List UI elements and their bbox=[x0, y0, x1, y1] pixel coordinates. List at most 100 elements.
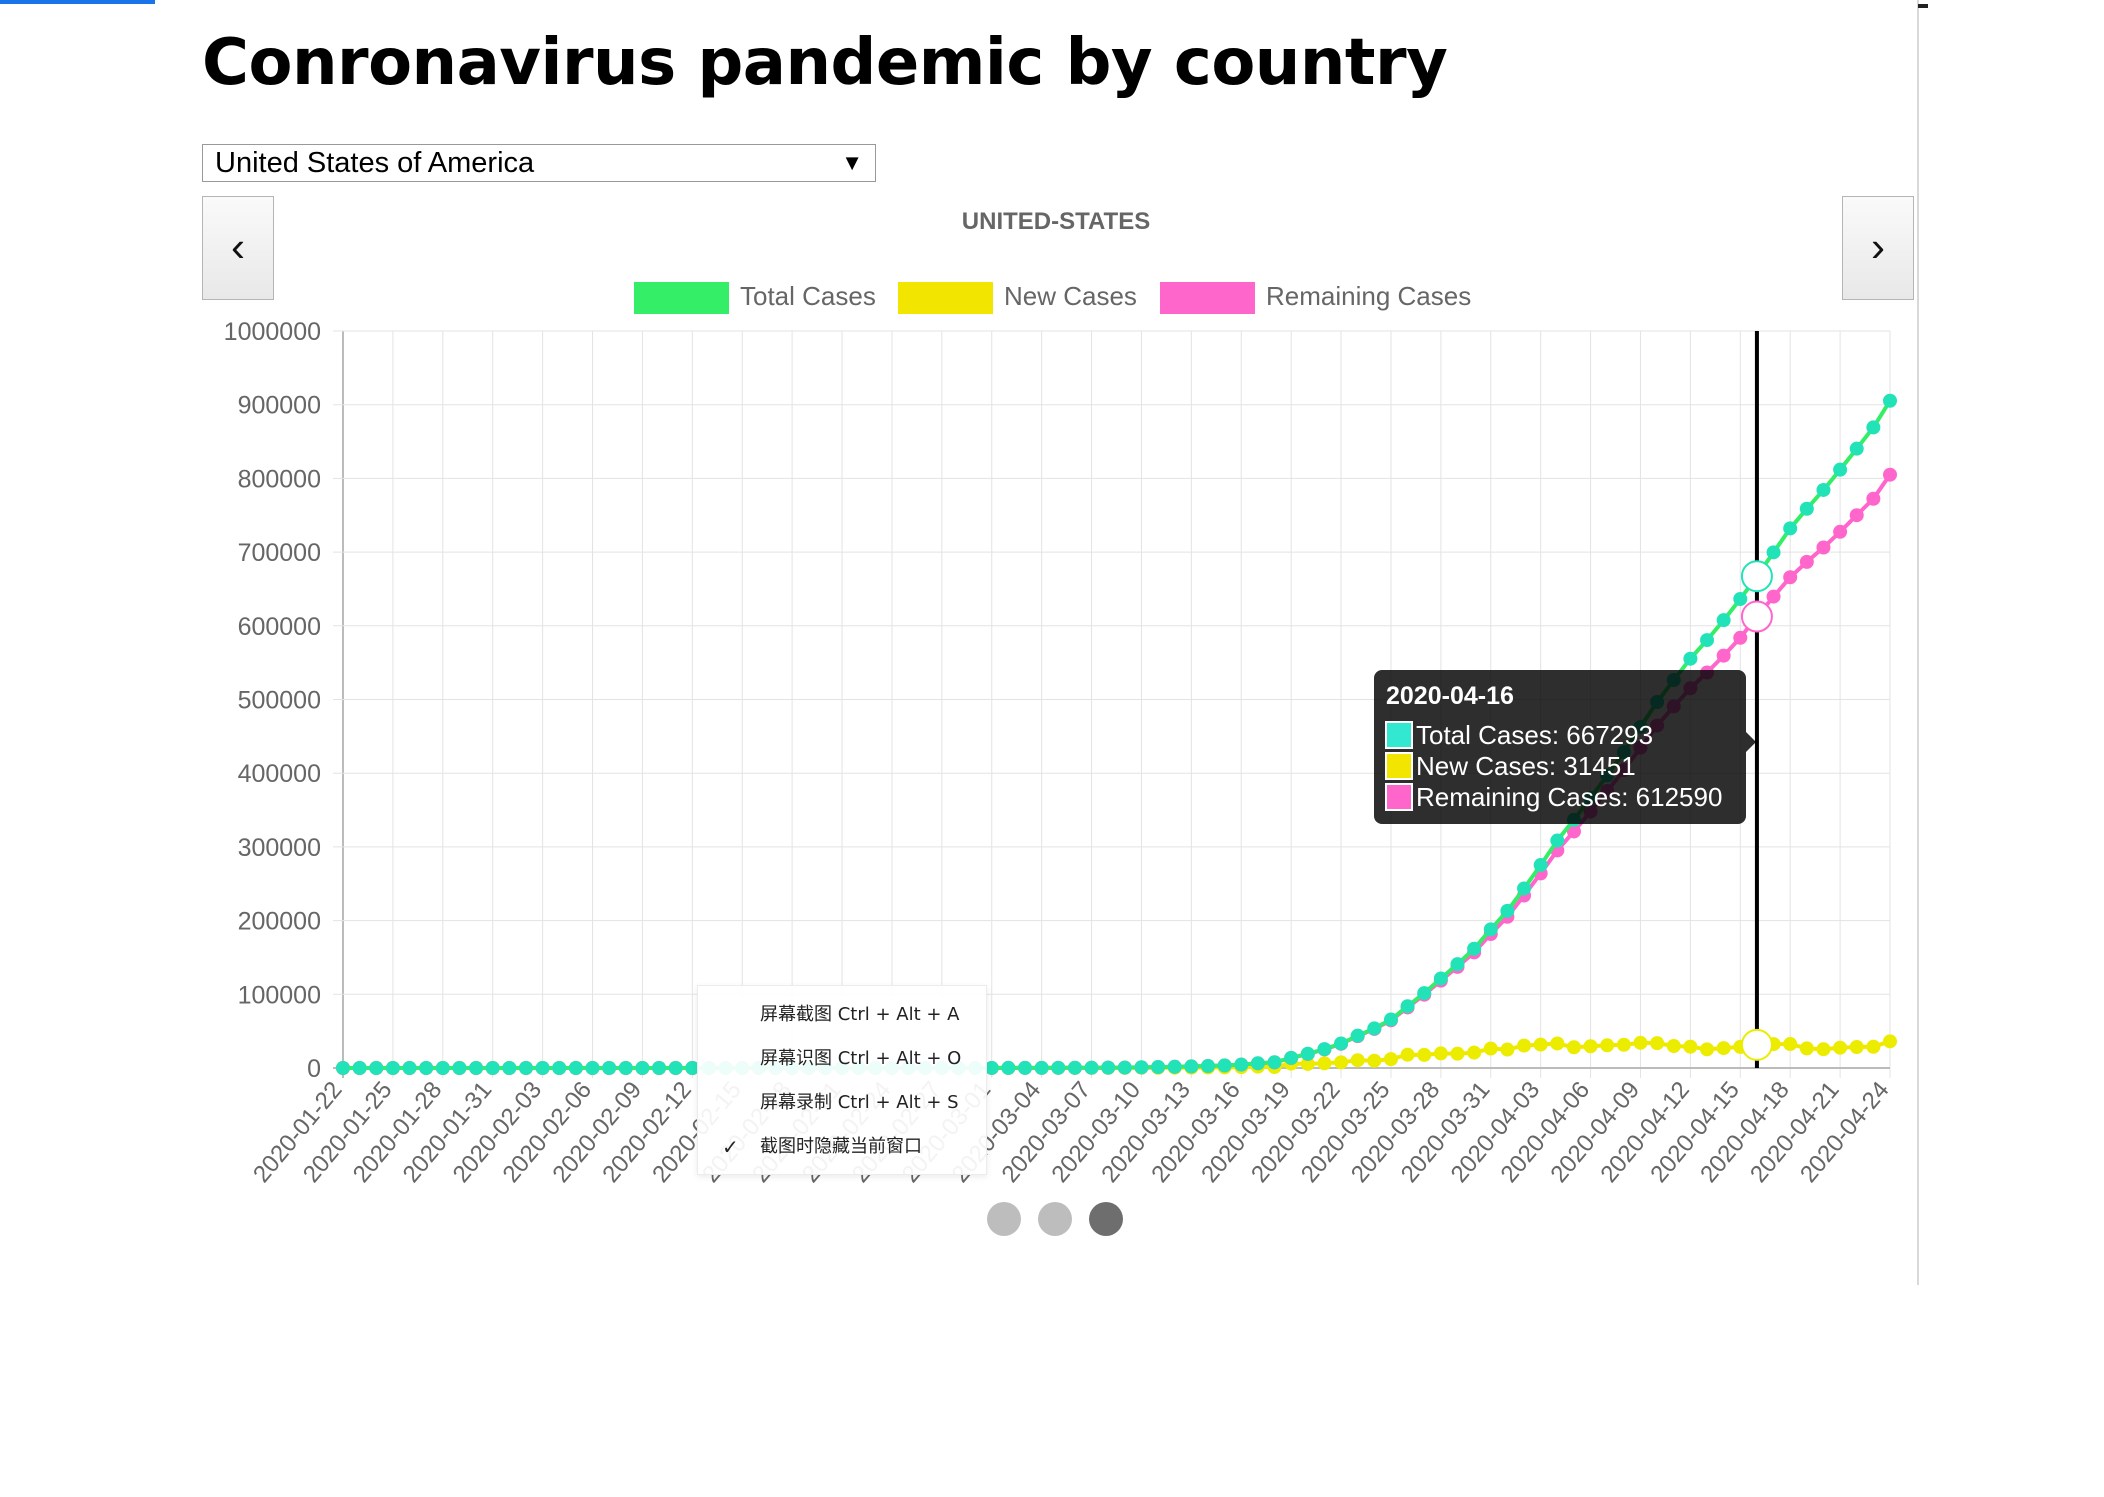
context-menu-item-record[interactable]: 屏幕录制 Ctrl + Alt + S bbox=[760, 1092, 959, 1113]
data-point bbox=[1816, 482, 1831, 497]
data-point bbox=[1467, 941, 1482, 956]
data-point bbox=[1433, 971, 1448, 986]
data-point bbox=[602, 1060, 617, 1075]
data-point bbox=[1483, 922, 1498, 937]
data-point bbox=[984, 1060, 999, 1075]
data-point bbox=[1051, 1060, 1066, 1075]
tooltip-line: Total Cases: 667293 bbox=[1416, 720, 1653, 750]
data-point bbox=[1799, 501, 1814, 516]
data-point bbox=[1267, 1055, 1282, 1070]
prev-chart-button[interactable]: ‹ bbox=[202, 196, 274, 300]
data-point bbox=[1084, 1060, 1099, 1075]
data-point bbox=[652, 1060, 667, 1075]
data-point bbox=[1783, 570, 1798, 585]
data-point bbox=[1716, 648, 1731, 663]
hover-point bbox=[1740, 560, 1773, 593]
context-menu-item-hide-window[interactable]: 截图时隐藏当前窗口 bbox=[760, 1132, 922, 1162]
data-point bbox=[1500, 903, 1515, 918]
data-point bbox=[435, 1060, 450, 1075]
data-point bbox=[1383, 1012, 1398, 1027]
country-select[interactable]: United States of America ▼ bbox=[202, 144, 876, 182]
hover-point bbox=[1740, 1028, 1773, 1061]
y-tick-label: 400000 bbox=[238, 760, 321, 788]
data-point bbox=[1783, 1037, 1798, 1052]
tooltip-line: New Cases: 31451 bbox=[1416, 751, 1636, 781]
data-point bbox=[568, 1060, 583, 1075]
data-point bbox=[1799, 554, 1814, 569]
carousel-dot[interactable] bbox=[1038, 1202, 1072, 1236]
data-point bbox=[1700, 633, 1715, 648]
data-point bbox=[1350, 1028, 1365, 1043]
data-point bbox=[1550, 833, 1565, 848]
data-point bbox=[1600, 1038, 1615, 1053]
data-point bbox=[1733, 630, 1748, 645]
chevron-right-icon: › bbox=[1871, 223, 1885, 270]
data-point bbox=[618, 1060, 633, 1075]
data-point bbox=[1849, 1040, 1864, 1055]
page-title: Conronavirus pandemic by country bbox=[202, 26, 1448, 100]
y-tick-label: 900000 bbox=[238, 392, 321, 420]
data-point bbox=[502, 1060, 517, 1075]
data-point bbox=[369, 1060, 384, 1075]
data-point bbox=[1184, 1059, 1199, 1074]
context-menu-item-ocr[interactable]: 屏幕识图 Ctrl + Alt + O bbox=[760, 1048, 962, 1069]
data-point bbox=[1650, 1036, 1665, 1051]
data-point bbox=[1883, 1034, 1897, 1049]
data-point bbox=[1716, 613, 1731, 628]
data-point bbox=[1816, 540, 1831, 555]
data-point bbox=[1367, 1053, 1382, 1068]
data-point bbox=[1500, 1042, 1515, 1057]
data-point bbox=[1350, 1053, 1365, 1068]
checkmark-icon: ✓ bbox=[722, 1135, 739, 1159]
data-point bbox=[1334, 1036, 1349, 1051]
data-point bbox=[1367, 1021, 1382, 1036]
data-point bbox=[552, 1060, 567, 1075]
data-point bbox=[1883, 467, 1897, 482]
data-point bbox=[1866, 420, 1881, 435]
context-menu-item-screenshot[interactable]: 屏幕截图 Ctrl + Alt + A bbox=[760, 1004, 960, 1025]
tooltip-line: Remaining Cases: 612590 bbox=[1416, 782, 1722, 812]
data-point bbox=[485, 1060, 500, 1075]
data-point bbox=[1417, 986, 1432, 1001]
carousel-dot[interactable] bbox=[1089, 1202, 1123, 1236]
y-tick-label: 1000000 bbox=[224, 318, 321, 346]
data-point bbox=[1716, 1041, 1731, 1056]
hover-point bbox=[1740, 600, 1773, 633]
data-point bbox=[1517, 881, 1532, 896]
chevron-left-icon: ‹ bbox=[231, 223, 245, 270]
data-point bbox=[1583, 1039, 1598, 1054]
data-point bbox=[1766, 545, 1781, 560]
data-point bbox=[419, 1060, 434, 1075]
data-point bbox=[1700, 1042, 1715, 1057]
dropdown-caret-icon: ▼ bbox=[841, 150, 863, 175]
data-point bbox=[1633, 1035, 1648, 1050]
legend-label: Remaining Cases bbox=[1266, 281, 1471, 311]
legend-label: Total Cases bbox=[740, 281, 876, 311]
y-tick-label: 200000 bbox=[238, 908, 321, 936]
carousel-dot[interactable] bbox=[987, 1202, 1021, 1236]
tooltip-arrow bbox=[1746, 732, 1756, 752]
data-point bbox=[1200, 1058, 1215, 1073]
data-point bbox=[1433, 1046, 1448, 1061]
data-point bbox=[1317, 1056, 1332, 1071]
legend-swatch bbox=[1160, 282, 1255, 314]
data-point bbox=[1334, 1055, 1349, 1070]
data-point bbox=[1666, 1038, 1681, 1053]
data-point bbox=[1067, 1060, 1082, 1075]
data-point bbox=[1849, 441, 1864, 456]
context-menu-item-label: 截图时隐藏当前窗口 bbox=[760, 1136, 922, 1157]
data-point bbox=[1134, 1060, 1149, 1075]
data-point bbox=[1783, 521, 1798, 536]
data-point bbox=[1566, 824, 1581, 839]
data-point bbox=[1733, 592, 1748, 607]
right-divider bbox=[1917, 0, 1919, 1285]
data-point bbox=[385, 1060, 400, 1075]
data-point bbox=[1683, 1039, 1698, 1054]
data-point bbox=[1234, 1057, 1249, 1072]
data-point bbox=[1833, 524, 1848, 539]
data-point bbox=[1866, 491, 1881, 506]
data-point bbox=[1317, 1042, 1332, 1057]
data-point bbox=[1117, 1060, 1132, 1075]
next-chart-button[interactable]: › bbox=[1842, 196, 1914, 300]
top-accent-bar bbox=[0, 0, 155, 4]
